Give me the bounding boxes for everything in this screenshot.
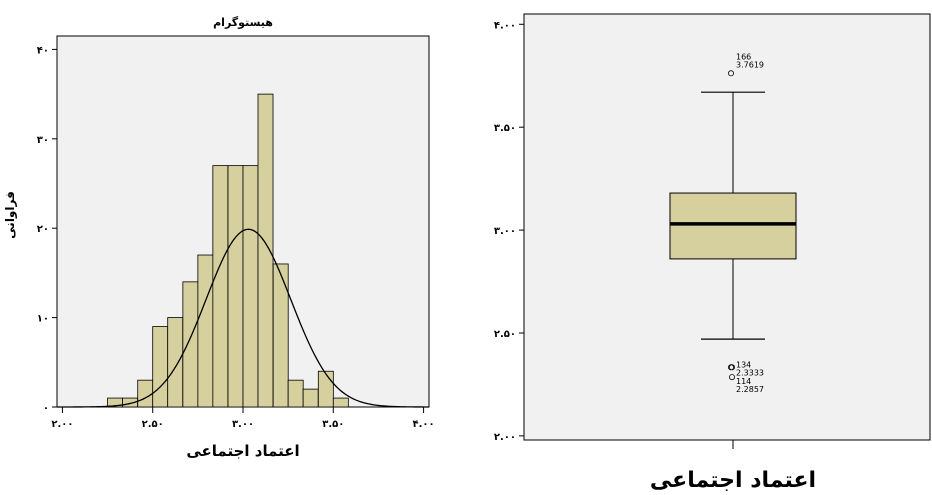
boxplot-outlier-value-label: 2.3333 bbox=[736, 368, 764, 377]
histogram-y-tick-label: ۴۰ bbox=[37, 45, 49, 56]
normal-curve bbox=[57, 228, 429, 408]
boxplot-outlier-point bbox=[729, 364, 736, 371]
histogram-x-tick-label: ۳.۵۰ bbox=[322, 419, 344, 430]
histogram-x-tick-label: ۲.۵۰ bbox=[142, 419, 164, 430]
boxplot-y-tick-label: ۲.۰۰ bbox=[494, 432, 516, 443]
histogram-ylabel: فراوانی bbox=[3, 191, 18, 239]
histogram-xlabel: اعتماد اجتماعی bbox=[186, 442, 299, 460]
histogram-bar bbox=[302, 388, 319, 408]
boxplot-y-tick-label: ۳.۵۰ bbox=[494, 123, 516, 134]
histogram-bar bbox=[152, 326, 169, 408]
boxplot-outlier-value-label: 2.2857 bbox=[736, 385, 764, 394]
histogram-y-tick-label: ۲۰ bbox=[37, 224, 49, 235]
boxplot-outlier-point bbox=[728, 70, 735, 77]
histogram-bar bbox=[317, 370, 334, 408]
boxplot-y-tick-label: ۴.۰۰ bbox=[494, 20, 516, 31]
boxplot-box bbox=[669, 192, 797, 260]
boxplot-y-tick-label: ۳.۰۰ bbox=[494, 226, 516, 237]
histogram-bar bbox=[242, 165, 259, 408]
boxplot-xlabel: اعتماد اجتماعی bbox=[650, 468, 816, 493]
boxplot-y-tick-label: ۲.۵۰ bbox=[494, 329, 516, 340]
histogram-y-tick-label: ۱۰ bbox=[37, 314, 49, 325]
histogram-title: هیستوگرام bbox=[213, 16, 273, 29]
histogram-y-tick-label: ۰ bbox=[43, 403, 49, 414]
boxplot-outlier-point bbox=[729, 374, 736, 381]
histogram-bar bbox=[227, 165, 244, 408]
histogram-bar bbox=[137, 379, 154, 408]
histogram-bar bbox=[182, 281, 199, 408]
histogram-x-tick-label: ۲.۰۰ bbox=[51, 419, 73, 430]
histogram-bar bbox=[197, 254, 214, 408]
histogram-bar bbox=[257, 93, 274, 408]
histogram-bar bbox=[287, 379, 304, 408]
histogram-bar bbox=[332, 397, 349, 408]
histogram-chart: هیستوگرام ۰ ۱۰ ۲۰ ۳۰ ۴۰ ۲.۰۰ ۲.۵۰ ۳.۰۰ ۳.۵۰ ۴.۰۰… bbox=[3, 16, 435, 460]
boxplot-outlier-id-label: 114 bbox=[736, 377, 751, 386]
histogram-x-tick-label: ۴.۰۰ bbox=[413, 419, 435, 430]
histogram-x-tick-label: ۳.۰۰ bbox=[232, 419, 254, 430]
boxplot-outlier-value-label: 3.7619 bbox=[736, 60, 764, 69]
boxplot-outlier-id-label: 166 bbox=[736, 52, 751, 61]
histogram-bar bbox=[272, 263, 289, 408]
boxplot-outlier-id-label: 134 bbox=[736, 360, 751, 369]
histogram-bar bbox=[212, 165, 229, 408]
histogram-bar bbox=[167, 317, 184, 408]
histogram-y-tick-label: ۳۰ bbox=[37, 135, 49, 146]
